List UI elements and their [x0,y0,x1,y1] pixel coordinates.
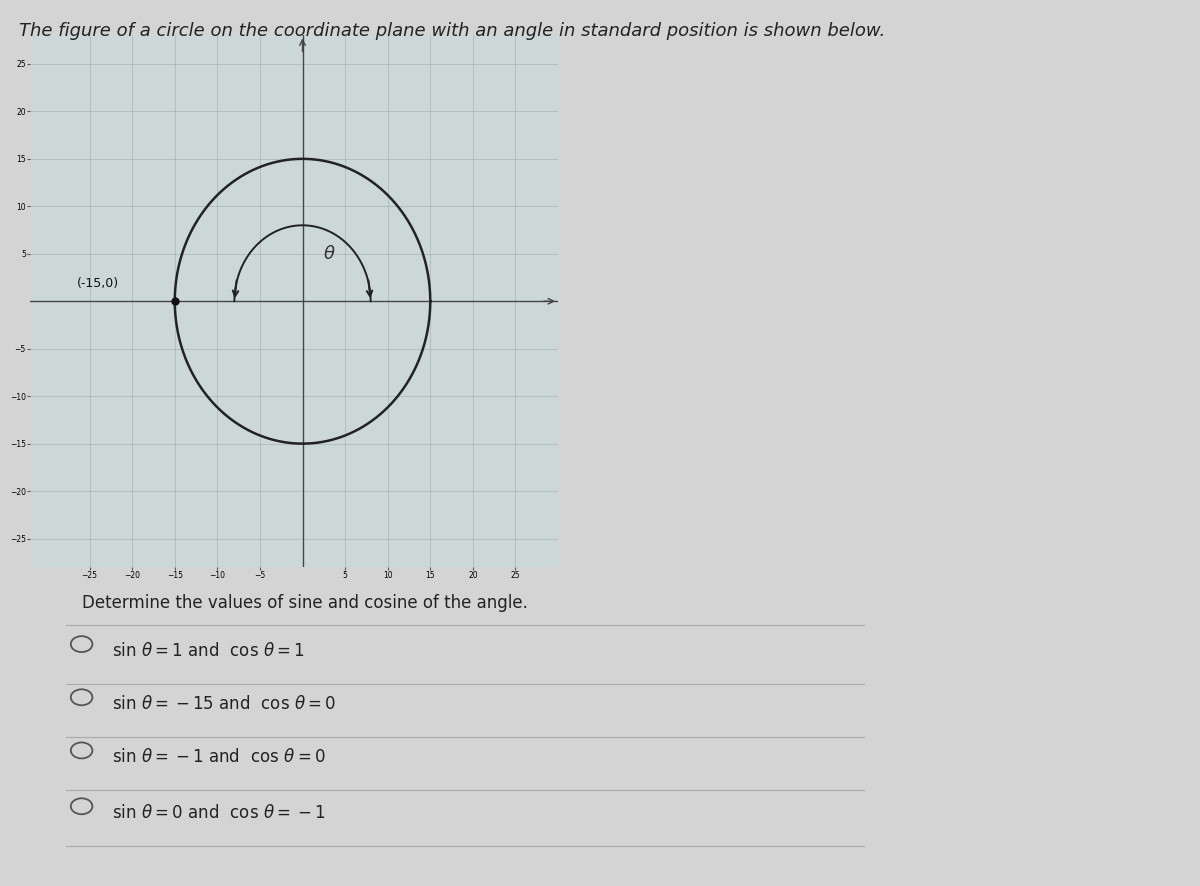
Text: $\mathregular{sin}\ \theta = 1\ \mathregular{and}\ \ \mathregular{cos}\ \theta =: $\mathregular{sin}\ \theta = 1\ \mathreg… [112,642,305,660]
Text: Determine the values of sine and cosine of the angle.: Determine the values of sine and cosine … [82,594,528,611]
Text: θ: θ [324,245,335,262]
Text: $\mathregular{sin}\ \theta = -1\ \mathregular{and}\ \ \mathregular{cos}\ \theta : $\mathregular{sin}\ \theta = -1\ \mathre… [112,749,325,766]
Text: (-15,0): (-15,0) [77,277,119,290]
Text: The figure of a circle on the coordinate plane with an angle in standard positio: The figure of a circle on the coordinate… [19,22,886,40]
Text: $\mathregular{sin}\ \theta = -15\ \mathregular{and}\ \ \mathregular{cos}\ \theta: $\mathregular{sin}\ \theta = -15\ \mathr… [112,696,336,713]
Text: $\mathregular{sin}\ \theta = 0\ \mathregular{and}\ \ \mathregular{cos}\ \theta =: $\mathregular{sin}\ \theta = 0\ \mathreg… [112,804,325,822]
